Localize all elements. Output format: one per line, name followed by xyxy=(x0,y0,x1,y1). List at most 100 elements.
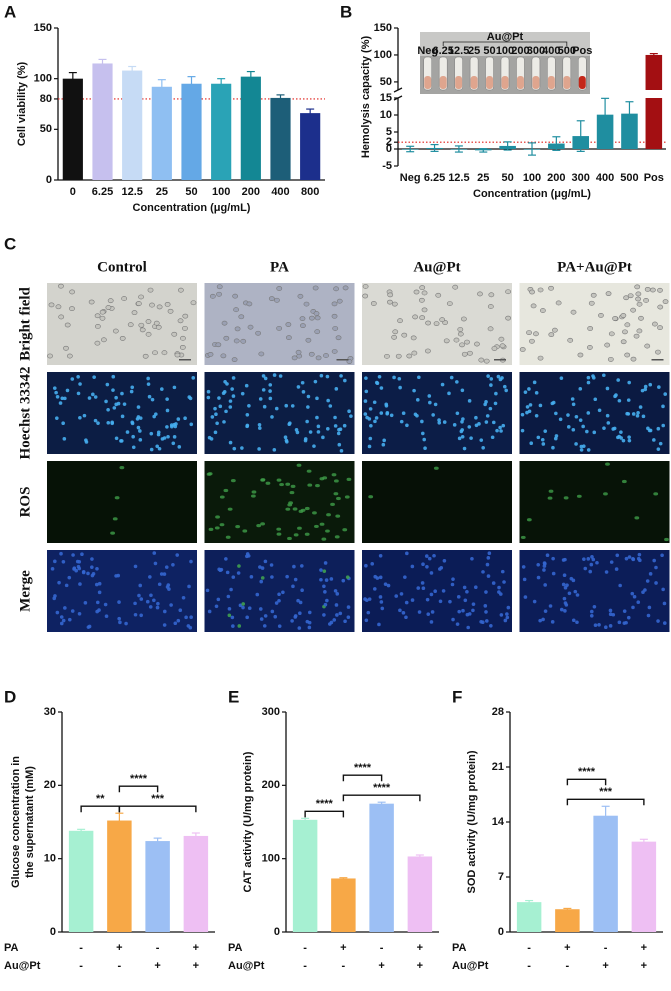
cell xyxy=(234,326,241,332)
merged-cell xyxy=(187,584,191,589)
cell xyxy=(177,287,184,293)
merged-cell xyxy=(373,574,378,579)
cell xyxy=(530,303,537,309)
merged-cell xyxy=(617,620,622,625)
cell xyxy=(555,300,562,306)
merged-cell xyxy=(133,612,138,617)
nucleus xyxy=(462,446,467,451)
merged-cell xyxy=(334,603,339,607)
merged-cell xyxy=(229,587,233,592)
nucleus xyxy=(554,434,559,438)
merged-cell xyxy=(471,608,475,613)
merged-cell xyxy=(486,574,491,578)
merged-cell xyxy=(421,562,425,567)
condition-label: Au@Pt xyxy=(4,960,41,972)
scale-bar xyxy=(179,359,191,361)
cell xyxy=(315,355,322,361)
cell xyxy=(397,318,403,324)
nucleus xyxy=(160,387,164,391)
bar xyxy=(645,54,663,90)
tube-liquid xyxy=(455,76,463,89)
nucleus xyxy=(566,413,570,417)
y-tick-label: 80 xyxy=(40,93,52,105)
cell xyxy=(519,347,526,352)
cell xyxy=(99,315,106,321)
nucleus xyxy=(316,424,321,429)
merged-cell xyxy=(245,615,249,620)
cell xyxy=(291,355,298,361)
nucleus xyxy=(206,395,211,400)
merged-cell xyxy=(263,559,268,564)
merged-cell xyxy=(559,607,564,612)
cell xyxy=(643,298,649,303)
cell xyxy=(652,321,658,327)
nucleus xyxy=(228,440,233,445)
merged-cell xyxy=(71,553,75,557)
cell xyxy=(655,349,661,355)
bar xyxy=(270,97,291,180)
merged-cell xyxy=(64,583,69,588)
cell xyxy=(577,352,584,358)
cell xyxy=(323,353,329,358)
cell xyxy=(461,351,468,357)
nucleus xyxy=(663,392,668,396)
y-tick-label: 10 xyxy=(380,109,392,121)
merged-cell xyxy=(448,599,452,604)
x-tick-label: 25 xyxy=(156,186,168,198)
nucleus xyxy=(114,436,119,441)
merged-cell xyxy=(323,590,327,594)
cell xyxy=(119,335,126,341)
ros-cell xyxy=(325,529,330,533)
merged-cell xyxy=(483,604,488,608)
merged-cell xyxy=(323,602,328,607)
scale-bar xyxy=(336,359,349,361)
merged-cell xyxy=(157,582,162,587)
bar xyxy=(181,83,202,180)
inset-label: 12.5 xyxy=(448,45,469,57)
nucleus xyxy=(247,404,251,408)
nucleus xyxy=(661,423,666,428)
merged-cell xyxy=(78,582,82,586)
merged-cell xyxy=(489,623,493,628)
cell xyxy=(64,322,71,328)
merged-cell xyxy=(237,624,242,628)
x-axis-title: Concentration (μg/mL) xyxy=(133,202,251,214)
merged-cell xyxy=(61,560,66,564)
nucleus xyxy=(130,420,135,425)
ros-cell xyxy=(235,525,241,529)
y-tick-label: 100 xyxy=(262,853,280,865)
merged-cell xyxy=(59,551,63,556)
nucleus xyxy=(602,373,606,378)
ros-cell xyxy=(335,514,341,518)
merged-cell xyxy=(615,553,620,558)
nucleus xyxy=(619,436,623,440)
cell xyxy=(464,339,470,345)
ros-cell xyxy=(605,462,610,466)
merged-cell xyxy=(550,620,555,624)
merged-cell xyxy=(484,590,488,594)
cell xyxy=(537,355,544,361)
cell xyxy=(644,343,651,349)
nucleus xyxy=(543,429,548,433)
bar xyxy=(62,78,83,180)
cell xyxy=(63,345,69,351)
nucleus xyxy=(257,422,262,427)
bar xyxy=(401,149,419,150)
nucleus xyxy=(397,376,402,381)
cell xyxy=(622,329,628,335)
nucleus xyxy=(627,435,631,439)
nucleus xyxy=(96,421,100,425)
x-tick-label: 100 xyxy=(523,172,541,184)
merged-cell xyxy=(498,592,503,596)
merged-cell xyxy=(551,556,555,561)
x-tick-label: 25 xyxy=(477,172,489,184)
ros-cell xyxy=(321,537,327,541)
ros-cell xyxy=(287,503,293,507)
merged-cell xyxy=(83,601,88,605)
cell xyxy=(112,328,119,334)
nucleus xyxy=(135,417,140,421)
ros-cell xyxy=(342,528,348,532)
cell xyxy=(598,313,604,318)
nucleus xyxy=(58,401,63,405)
nucleus xyxy=(244,383,249,388)
